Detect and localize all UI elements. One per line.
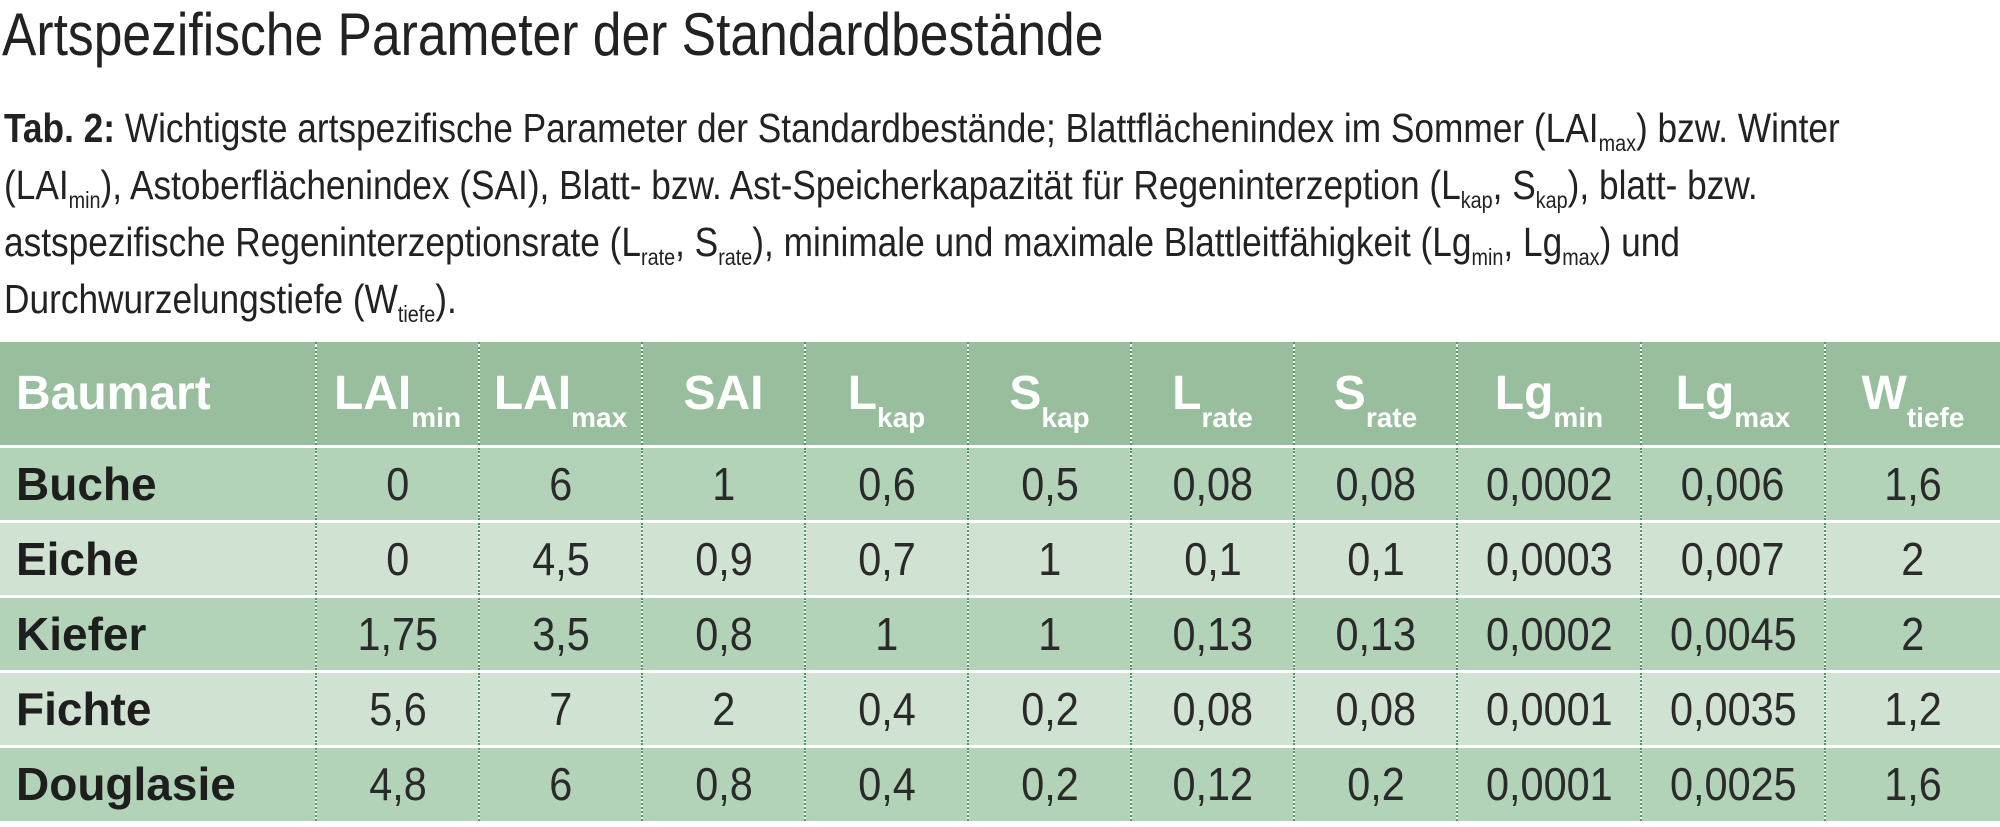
value-cell: 0,0001 — [1456, 744, 1641, 821]
table-caption: Tab. 2: Wichtigste artspezifische Parame… — [4, 105, 1840, 327]
value-cell: 0,08 — [1293, 446, 1457, 521]
caption-label: Tab. 2: — [4, 105, 116, 151]
value-cell: 0,08 — [1130, 669, 1294, 746]
value-cell: 1,6 — [1824, 446, 2000, 521]
header-cell: Baumart — [0, 342, 316, 448]
table-row: Buche 0 6 1 0,6 0,5 0,08 0,08 0,0002 0,006 1,6 — [0, 446, 2000, 521]
value-cell: 4,8 — [315, 744, 479, 821]
table-row: Fichte 5,6 7 2 0,4 0,2 0,08 0,08 0,0001 0,0035 1,2 — [0, 669, 2000, 746]
value-cell: 0,8 — [641, 594, 805, 671]
tree-species-cell: Douglasie — [0, 744, 316, 821]
table-row: Kiefer 1,75 3,5 0,8 1 1 0,13 0,13 0,0002 0,0045 2 — [0, 594, 2000, 671]
value-cell: 1,6 — [1824, 744, 2000, 821]
value-cell: 0,1 — [1130, 519, 1294, 596]
page-title: Artspezifische Parameter der Standardbes… — [2, 1, 1104, 68]
value-cell: 0,13 — [1293, 594, 1457, 671]
value-cell: 0,08 — [1293, 669, 1457, 746]
value-cell: 0,0003 — [1456, 519, 1641, 596]
value-cell: 0 — [315, 519, 479, 596]
value-cell: 1 — [967, 594, 1131, 671]
value-cell: 0,08 — [1130, 446, 1294, 521]
value-cell: 2 — [1824, 519, 2000, 596]
value-cell: 0,6 — [804, 446, 968, 521]
tree-species-cell: Buche — [16, 457, 157, 510]
header-cell: SAI — [641, 342, 805, 448]
value-cell: 7 — [478, 669, 642, 746]
parameter-table: Baumart LAImin LAImax SAI Lkap Skap Lrat… — [0, 342, 2000, 821]
tree-species-cell: Eiche — [0, 519, 316, 596]
header-cell: LAImax — [478, 342, 642, 448]
value-cell: 0,1 — [1293, 519, 1457, 596]
table-header-row: Baumart LAImin LAImax SAI Lkap Skap Lrat… — [0, 342, 2000, 448]
value-cell: 0,2 — [967, 744, 1131, 821]
value-cell: 0,0001 — [1456, 669, 1641, 746]
value-cell: 0,006 — [1640, 446, 1825, 521]
header-cell: Lgmin — [1456, 342, 1641, 448]
value-cell: 0,0002 — [1456, 446, 1641, 521]
value-cell: 5,6 — [315, 669, 479, 746]
header-cell: LAImin — [315, 342, 479, 448]
table-row: Douglasie 4,8 6 0,8 0,4 0,2 0,12 0,2 0,0001 0,002… — [0, 744, 2000, 821]
header-cell: Lkap — [804, 342, 968, 448]
value-cell: 4,5 — [478, 519, 642, 596]
value-cell: 0 — [315, 446, 479, 521]
value-cell: 1 — [641, 446, 805, 521]
value-cell: 0,4 — [804, 744, 968, 821]
value-cell: 6 — [478, 446, 642, 521]
table-row: Eiche 0 4,5 0,9 0,7 1 0,1 0,1 0,0003 0,007 2 — [0, 519, 2000, 596]
value-cell: 0,7 — [804, 519, 968, 596]
header-cell: Lgmax — [1640, 342, 1825, 448]
value-cell: 1,75 — [315, 594, 479, 671]
value-cell: 0,0002 — [1456, 594, 1641, 671]
value-cell: 0,0025 — [1640, 744, 1825, 821]
header-cell: Srate — [1293, 342, 1457, 448]
tree-species-cell: Fichte — [0, 669, 316, 746]
table-body: Buche 0 6 1 0,6 0,5 0,08 0,08 0,0002 0,006 1,6 Eich… — [0, 446, 2000, 821]
header-cell: Lrate — [1130, 342, 1294, 448]
value-cell: 6 — [478, 744, 642, 821]
value-cell: 0,4 — [804, 669, 968, 746]
value-cell: 0,9 — [641, 519, 805, 596]
value-cell: 0,2 — [1293, 744, 1457, 821]
value-cell: 0,8 — [641, 744, 805, 821]
value-cell: 0,13 — [1130, 594, 1294, 671]
value-cell: 2 — [1824, 594, 2000, 671]
value-cell: 1,2 — [1824, 669, 2000, 746]
value-cell: 0,0035 — [1640, 669, 1825, 746]
tree-species-cell: Kiefer — [0, 594, 316, 671]
value-cell: 0,2 — [967, 669, 1131, 746]
value-cell: 0,5 — [967, 446, 1131, 521]
value-cell: 0,0045 — [1640, 594, 1825, 671]
value-cell: 1 — [804, 594, 968, 671]
value-cell: 0,007 — [1640, 519, 1825, 596]
value-cell: 1 — [967, 519, 1131, 596]
header-cell: Wtiefe — [1824, 342, 2000, 448]
value-cell: 2 — [641, 669, 805, 746]
value-cell: 3,5 — [478, 594, 642, 671]
header-cell: Skap — [967, 342, 1131, 448]
value-cell: 0,12 — [1130, 744, 1294, 821]
